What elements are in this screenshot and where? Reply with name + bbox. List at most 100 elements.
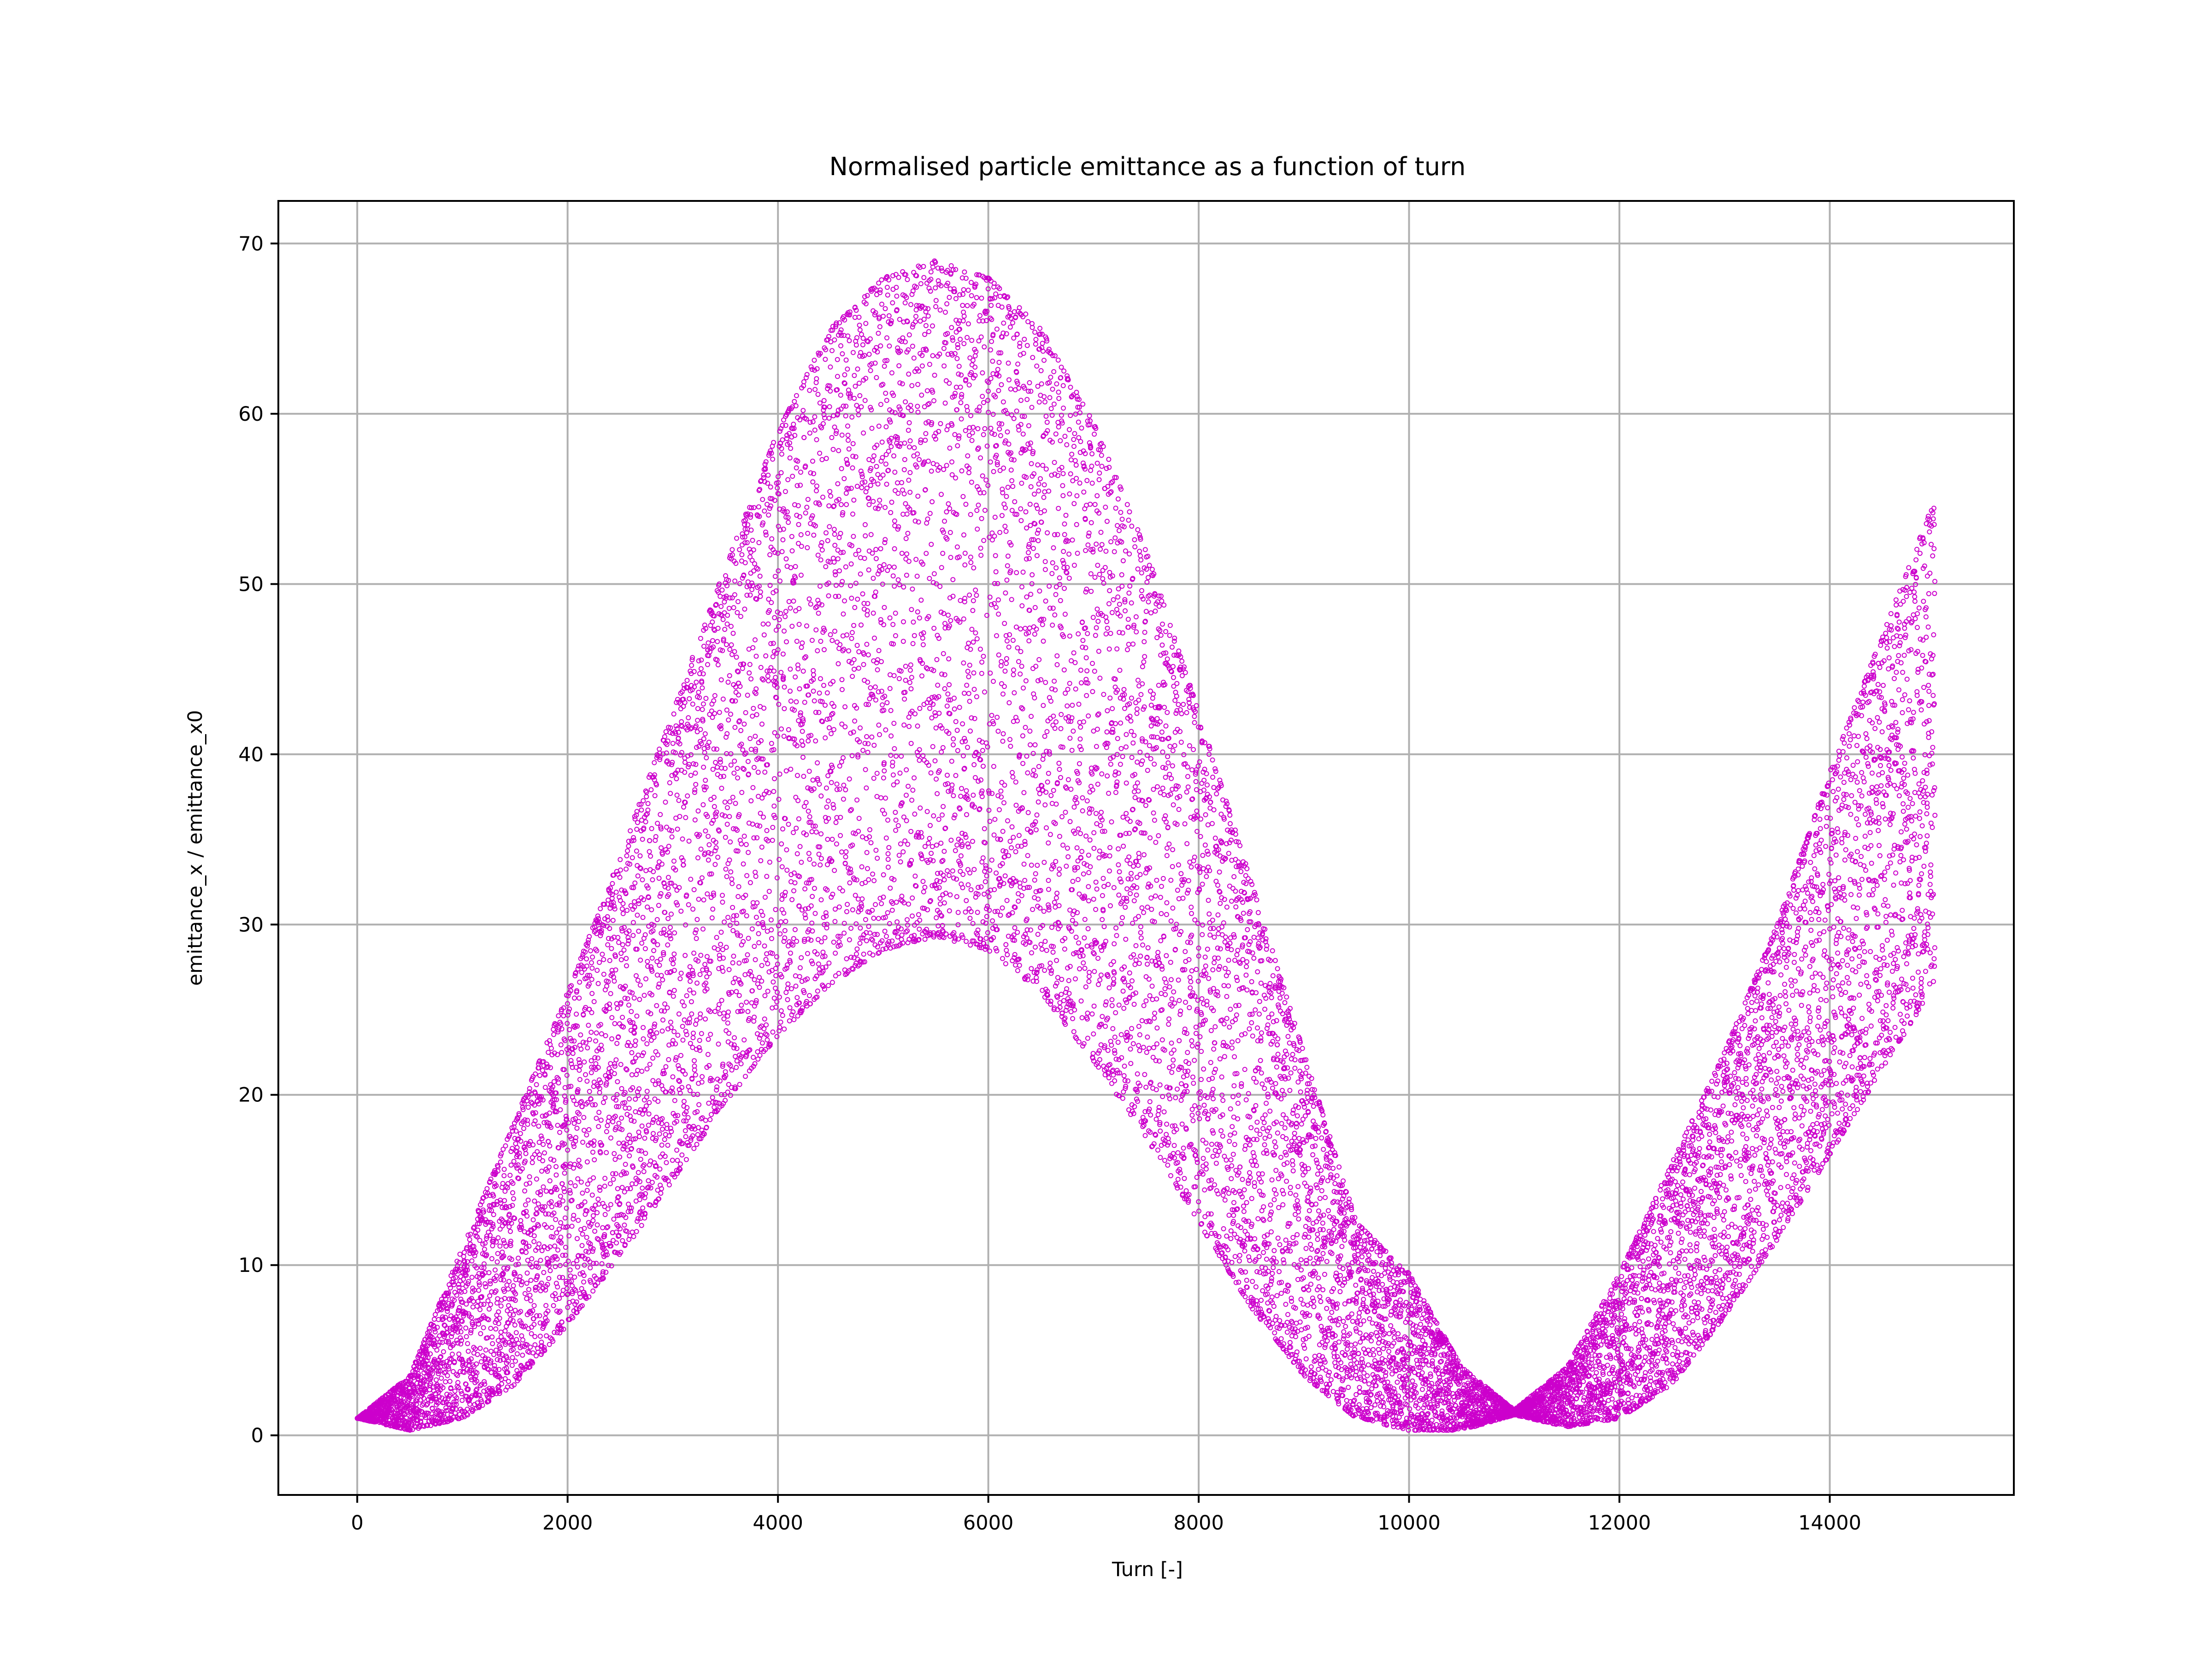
scatter-point <box>439 1395 445 1401</box>
scatter-point <box>437 1355 443 1360</box>
scatter-point <box>458 1335 463 1341</box>
scatter-point <box>453 1371 459 1377</box>
scatter-point <box>463 1382 469 1387</box>
scatter-point <box>427 1329 432 1334</box>
scatter-point <box>459 1388 464 1394</box>
scatter-point <box>457 1252 463 1257</box>
scatter-point <box>452 1388 458 1394</box>
scatter-point <box>463 1310 468 1316</box>
scatter-point <box>457 1324 463 1330</box>
scatter-point <box>453 1402 459 1407</box>
scatter-point <box>442 1396 448 1402</box>
scatter-point <box>418 1365 423 1370</box>
scatter-point <box>450 1369 456 1374</box>
scatter-point <box>434 1347 440 1353</box>
scatter-point <box>439 1361 445 1366</box>
scatter-point <box>457 1260 462 1265</box>
scatter-point <box>449 1334 454 1339</box>
scatter-point <box>407 1395 412 1400</box>
scatter-point <box>449 1331 455 1336</box>
scatter-point <box>445 1309 450 1314</box>
scatter-point <box>465 1259 470 1265</box>
scatter-point <box>467 1401 473 1407</box>
scatter-point <box>464 1301 469 1307</box>
scatter-point <box>399 1394 404 1400</box>
scatter-point <box>428 1333 433 1339</box>
scatter-point <box>464 1334 469 1339</box>
scatter-point <box>422 1378 427 1383</box>
scatter-point <box>452 1298 457 1303</box>
scatter-point <box>469 1275 475 1280</box>
scatter-point <box>451 1414 456 1420</box>
scatter-point <box>468 1330 473 1335</box>
scatter-point <box>471 1407 476 1413</box>
scatter-point <box>419 1409 425 1415</box>
scatter-point <box>434 1409 439 1414</box>
scatter-point <box>462 1288 468 1294</box>
scatter-point <box>441 1334 447 1340</box>
scatter-point <box>462 1250 467 1255</box>
scatter-point <box>459 1391 465 1396</box>
scatter-point <box>456 1351 462 1357</box>
scatter-point <box>468 1375 473 1380</box>
scatter-point <box>424 1402 429 1408</box>
scatter-point <box>471 1224 477 1230</box>
scatter-point <box>412 1387 418 1392</box>
scatter-point <box>405 1410 411 1415</box>
scatter-point <box>448 1385 453 1390</box>
scatter-point <box>428 1381 433 1386</box>
scatter-point <box>465 1412 471 1418</box>
scatter-point <box>414 1401 419 1407</box>
scatter-point <box>433 1312 438 1318</box>
scatter-point <box>450 1352 455 1357</box>
scatter-point <box>453 1275 459 1280</box>
scatter-point <box>464 1264 470 1269</box>
scatter-point <box>405 1404 410 1409</box>
scatter-point <box>430 1365 436 1370</box>
scatter-point <box>445 1293 451 1299</box>
scatter-point <box>453 1323 459 1328</box>
scatter-point <box>436 1394 442 1400</box>
scatter-point <box>452 1270 457 1275</box>
scatter-point <box>441 1412 447 1417</box>
scatter-point <box>451 1279 456 1285</box>
scatter-point <box>446 1340 451 1346</box>
scatter-point <box>456 1285 462 1290</box>
scatter-point <box>461 1277 466 1282</box>
scatter-point <box>464 1411 470 1417</box>
scatter-point <box>435 1383 441 1389</box>
scatter-point <box>415 1376 421 1381</box>
scatter-point <box>466 1279 471 1284</box>
scatter-point <box>429 1406 435 1412</box>
scatter-point <box>465 1232 471 1238</box>
scatter-point <box>463 1325 469 1331</box>
scatter-point <box>414 1396 420 1402</box>
scatter-point <box>425 1355 431 1360</box>
scatter-point <box>459 1318 465 1324</box>
scatter-point <box>439 1376 444 1381</box>
scatter-point <box>435 1400 441 1406</box>
scatter-point <box>458 1274 464 1279</box>
scatter-point <box>465 1267 470 1273</box>
scatter-point <box>442 1370 447 1376</box>
scatter-point <box>464 1272 469 1278</box>
scatter-point <box>465 1386 471 1392</box>
scatter-point <box>454 1293 459 1298</box>
scatter-point <box>421 1377 426 1382</box>
scatter-point <box>453 1399 459 1404</box>
scatter-point <box>468 1356 474 1362</box>
scatter-point <box>455 1373 460 1378</box>
scatter-point <box>410 1427 415 1432</box>
scatter-point <box>442 1419 448 1425</box>
scatter-point <box>431 1324 437 1329</box>
scatter-point <box>434 1377 439 1382</box>
scatter-point <box>426 1361 431 1367</box>
scatter-point <box>440 1299 445 1305</box>
scatter-point <box>447 1285 453 1291</box>
scatter-point <box>434 1399 439 1405</box>
scatter-point <box>465 1341 471 1347</box>
scatter-point <box>459 1338 465 1343</box>
scatter-point <box>454 1337 459 1343</box>
scatter-point <box>444 1325 450 1331</box>
scatter-point <box>469 1315 474 1320</box>
